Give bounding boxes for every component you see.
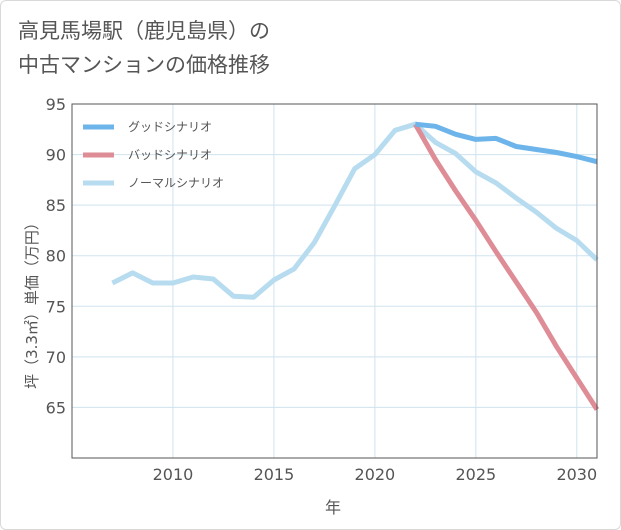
chart-title-line-2: 中古マンションの価格推移	[18, 53, 270, 77]
axes: 65 70 75 80 85 90 95 2010 2015 2020 2025 2030	[46, 95, 598, 484]
y-tick-label: 75	[46, 297, 66, 316]
y-tick-label: 90	[46, 146, 66, 165]
series-lines	[111, 121, 600, 411]
series-line	[111, 121, 599, 300]
legend-label: グッドシナリオ	[128, 120, 212, 134]
chart-title: 高見馬場駅（鹿児島県）の 中古マンションの価格推移	[18, 14, 270, 82]
x-tick-label: 2025	[455, 465, 496, 484]
x-tick-label: 2030	[556, 465, 597, 484]
y-tick-label: 85	[46, 196, 66, 215]
y-axis-label: 坪（3.3㎡）単価（万円）	[23, 215, 41, 389]
y-tick-label: 70	[46, 348, 66, 367]
y-tick-label: 65	[46, 398, 66, 417]
x-axis-label: 年	[325, 498, 341, 517]
x-tick-label: 2015	[254, 465, 295, 484]
chart-title-line-1: 高見馬場駅（鹿児島県）の	[18, 19, 270, 43]
x-tick-label: 2010	[153, 465, 194, 484]
legend-label: バッドシナリオ	[128, 148, 212, 162]
series-line	[413, 122, 600, 411]
legend-label: ノーマルシナリオ	[128, 176, 224, 190]
x-tick-label: 2020	[355, 465, 396, 484]
series-line	[415, 121, 598, 165]
plot-border	[71, 103, 598, 459]
y-tick-label: 95	[46, 95, 66, 114]
y-tick-label: 80	[46, 247, 66, 266]
